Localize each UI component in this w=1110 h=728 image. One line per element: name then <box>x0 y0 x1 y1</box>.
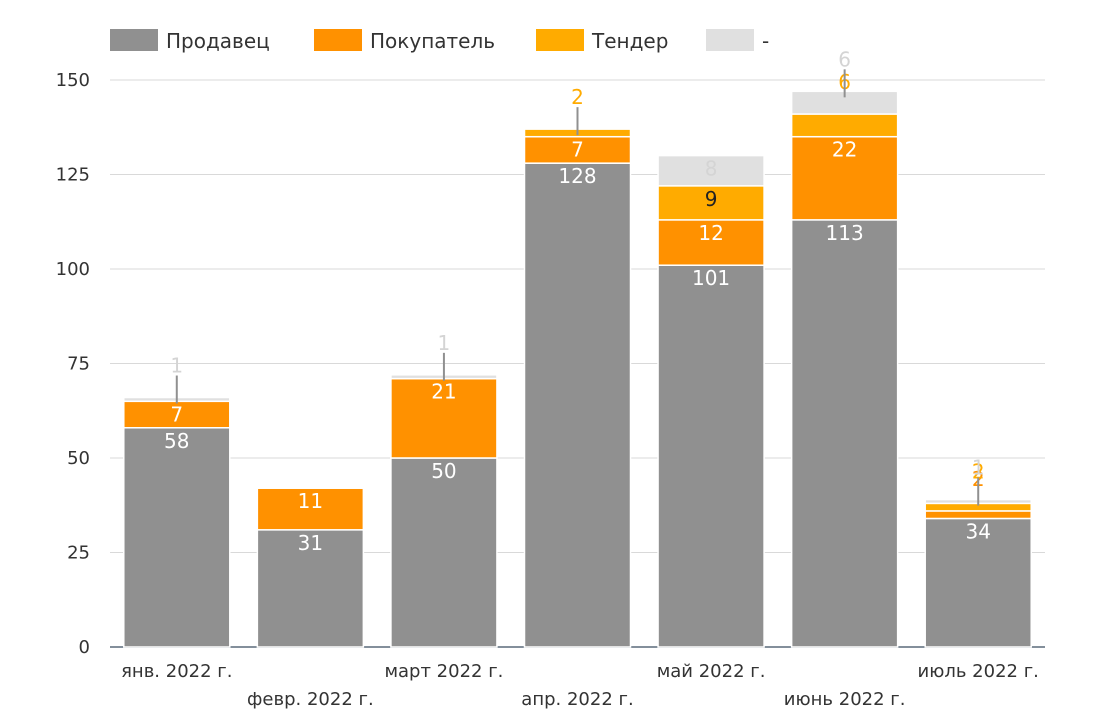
data-label-4-1: 12 <box>698 221 723 245</box>
data-label-0-0: 58 <box>164 429 189 453</box>
legend-swatch-2 <box>536 29 584 51</box>
x-tick-label-1: февр. 2022 г. <box>247 689 374 710</box>
data-label-2-1: 21 <box>431 380 456 404</box>
data-label-6-3: 1 <box>972 456 985 480</box>
legend-swatch-1 <box>314 29 362 51</box>
legend: Продавец Покупатель Тендер - <box>110 29 769 53</box>
bar-2-1 <box>390 377 498 459</box>
legend-label-3: - <box>762 29 769 53</box>
y-tick-label-0: 0 <box>79 637 90 658</box>
bar-1-1 <box>256 487 365 531</box>
data-label-1-0: 31 <box>298 531 323 555</box>
data-label-5-3: 6 <box>838 47 851 71</box>
bar-0-1 <box>123 400 231 429</box>
bar-5-2 <box>790 113 899 138</box>
y-tick-label-5: 125 <box>56 165 90 186</box>
bar-4-3 <box>657 154 765 187</box>
y-tick-label-4: 100 <box>56 259 90 280</box>
x-tick-label-3: апр. 2022 г. <box>521 689 633 710</box>
x-tick-label-5: июнь 2022 г. <box>784 689 906 710</box>
data-label-1-1: 11 <box>298 489 323 513</box>
data-label-2-3: 1 <box>438 331 451 355</box>
data-labels: 5871311150211128721011298113226634221 <box>164 47 991 554</box>
bar-3-0 <box>523 162 632 648</box>
bar-5-1 <box>790 135 899 221</box>
data-label-4-3: 8 <box>705 157 718 181</box>
legend-swatch-3 <box>706 29 754 51</box>
y-tick-label-2: 50 <box>67 448 90 469</box>
x-tick-label-0: янв. 2022 г. <box>121 661 232 682</box>
data-label-4-0: 101 <box>692 266 730 290</box>
bar-1-0 <box>256 529 365 648</box>
bar-4-1 <box>657 219 765 266</box>
legend-label-0: Продавец <box>166 29 270 53</box>
data-label-6-0: 34 <box>965 519 990 543</box>
data-label-5-1: 22 <box>832 138 857 162</box>
legend-swatch-0 <box>110 29 158 51</box>
bar-6-1 <box>924 510 1032 520</box>
x-tick-label-2: март 2022 г. <box>384 661 503 682</box>
bar-6-0 <box>924 517 1032 648</box>
y-tick-label-3: 75 <box>67 354 90 375</box>
data-label-4-2: 9 <box>705 187 718 211</box>
data-label-6-2: 2 <box>972 459 985 483</box>
y-axis: 0 25 50 75 100 125 150 <box>56 70 90 658</box>
legend-label-2: Тендер <box>591 29 668 53</box>
bars <box>123 90 1032 648</box>
data-label-3-1: 7 <box>571 138 584 162</box>
x-tick-label-4: май 2022 г. <box>657 661 766 682</box>
bar-4-0 <box>657 264 765 648</box>
bar-5-0 <box>790 219 899 648</box>
x-tick-label-6: июль 2022 г. <box>918 661 1039 682</box>
data-label-0-3: 1 <box>170 354 183 378</box>
data-label-3-0: 128 <box>558 164 596 188</box>
bar-0-0 <box>123 427 231 648</box>
y-tick-label-1: 25 <box>67 543 90 564</box>
legend-label-1: Покупатель <box>370 29 495 53</box>
bar-2-0 <box>390 457 498 648</box>
data-label-5-0: 113 <box>826 221 864 245</box>
bar-4-2 <box>657 185 765 221</box>
data-label-0-1: 7 <box>170 402 183 426</box>
y-tick-label-6: 150 <box>56 70 90 91</box>
data-label-2-0: 50 <box>431 459 456 483</box>
data-label-3-2: 2 <box>571 85 584 109</box>
x-axis: янв. 2022 г. февр. 2022 г. март 2022 г. апр… <box>121 661 1039 710</box>
